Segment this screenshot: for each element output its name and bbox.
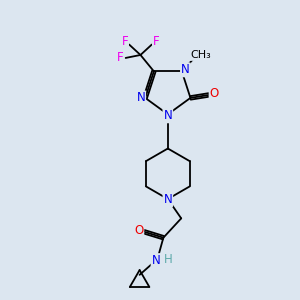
Text: N: N bbox=[164, 109, 172, 122]
Text: F: F bbox=[117, 51, 124, 64]
Text: F: F bbox=[122, 34, 128, 47]
Text: H: H bbox=[164, 253, 173, 266]
Text: N: N bbox=[181, 63, 190, 76]
Text: O: O bbox=[210, 87, 219, 100]
Text: F: F bbox=[153, 34, 160, 47]
Text: CH₃: CH₃ bbox=[190, 50, 211, 60]
Text: O: O bbox=[134, 224, 143, 237]
Text: N: N bbox=[136, 92, 145, 104]
Text: N: N bbox=[164, 193, 172, 206]
Text: N: N bbox=[152, 254, 160, 267]
